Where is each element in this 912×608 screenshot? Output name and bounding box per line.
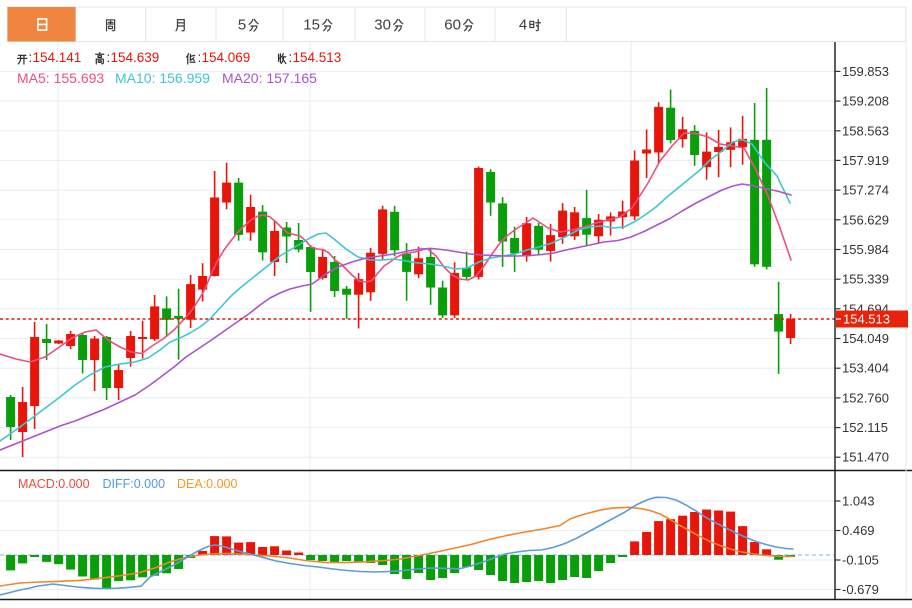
svg-text:156.629: 156.629: [842, 212, 889, 227]
svg-text:154.049: 154.049: [842, 331, 889, 346]
svg-text:MA10: 156.959: MA10: 156.959: [115, 70, 210, 86]
svg-text::: :: [289, 50, 293, 65]
svg-text:159.208: 159.208: [842, 94, 889, 109]
svg-text:MA20: 157.165: MA20: 157.165: [222, 70, 317, 86]
svg-text::: :: [107, 50, 111, 65]
svg-text:MA5: 155.693: MA5: 155.693: [17, 70, 104, 86]
svg-text:154.141: 154.141: [33, 50, 82, 65]
svg-text:DEA:0.000: DEA:0.000: [177, 477, 238, 491]
svg-text:-0.105: -0.105: [842, 553, 879, 568]
svg-text:154.639: 154.639: [111, 50, 160, 65]
svg-text:157.274: 157.274: [842, 183, 889, 198]
svg-text:154.513: 154.513: [843, 312, 890, 327]
svg-text:30: 30: [374, 17, 391, 34]
svg-text:151.470: 151.470: [842, 450, 889, 465]
svg-text:152.760: 152.760: [842, 390, 889, 405]
svg-text:60: 60: [444, 17, 461, 34]
svg-text:0.469: 0.469: [842, 523, 875, 538]
svg-text:154.513: 154.513: [293, 50, 342, 65]
svg-text::: :: [198, 50, 202, 65]
svg-text::: :: [29, 50, 33, 65]
svg-text:-0.679: -0.679: [842, 582, 879, 597]
svg-text:158.563: 158.563: [842, 123, 889, 138]
svg-text:1.043: 1.043: [842, 494, 875, 509]
svg-text:152.115: 152.115: [842, 420, 888, 435]
svg-text:4: 4: [519, 17, 527, 34]
svg-text:DIFF:0.000: DIFF:0.000: [103, 477, 166, 491]
svg-text:155.339: 155.339: [842, 272, 889, 287]
svg-text:155.984: 155.984: [842, 242, 889, 257]
svg-text:MACD:0.000: MACD:0.000: [18, 477, 90, 491]
svg-text:154.069: 154.069: [202, 50, 251, 65]
svg-text:5: 5: [238, 17, 246, 34]
svg-text:153.404: 153.404: [842, 361, 889, 376]
svg-text:159.853: 159.853: [842, 64, 889, 79]
svg-text:15: 15: [303, 17, 320, 34]
svg-text:157.919: 157.919: [842, 153, 889, 168]
